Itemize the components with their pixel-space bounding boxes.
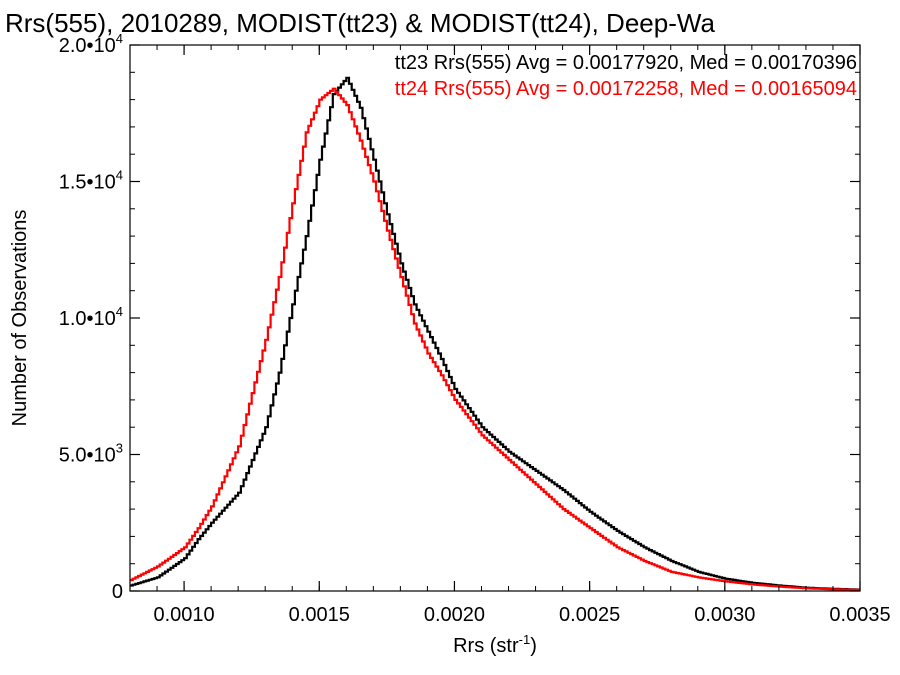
y-tick-mantissa: 1.5•10 [59,172,116,194]
annotation-tt24: tt24 Rrs(555) Avg = 0.00172258, Med = 0.… [395,78,857,100]
x-axis-label-suffix: ) [530,635,537,657]
x-axis-label-exponent: -1 [519,632,531,647]
x-tick-label: 0.0020 [424,604,485,626]
x-tick-label: 0.0025 [559,604,620,626]
y-tick-label: 5.0•103 [59,441,123,467]
series-layer [130,76,860,591]
x-tick-label: 0.0010 [153,604,214,626]
x-axis-label: Rrs (str-1) [453,632,537,657]
ticks-layer: 0.0010 0.0015 0.0020 0.0025 0.0030 0.0035 0 5.0… [59,31,891,626]
y-tick-exponent: 4 [116,304,123,319]
annotation-tt23: tt23 Rrs(555) Avg = 0.00177920, Med = 0.… [395,52,857,74]
y-tick-label: 2.0•104 [59,31,123,57]
y-tick-exponent: 3 [116,441,123,456]
plot-frame [129,44,861,592]
x-axis-label-text: Rrs (str [453,635,519,657]
y-tick-label: 1.0•104 [59,304,123,330]
y-tick-exponent: 4 [116,168,123,183]
y-tick-mantissa: 0 [112,581,123,603]
chart-title: Rrs(555), 2010289, MODIST(tt23) & MODIST… [5,8,715,38]
y-tick-exponent: 4 [116,31,123,46]
y-tick-mantissa: 1.0•10 [59,308,116,330]
y-axis-label: Number of Observations [9,210,31,427]
x-tick-label: 0.0035 [829,604,890,626]
y-tick-mantissa: 2.0•10 [59,35,116,57]
series-tt24-line [130,87,860,591]
series-tt23-line [130,76,860,591]
y-tick-mantissa: 5.0•10 [59,445,116,467]
y-tick-label: 0 [112,581,123,603]
x-tick-label: 0.0030 [694,604,755,626]
y-tick-label: 1.5•104 [59,168,123,194]
x-tick-label: 0.0015 [289,604,350,626]
